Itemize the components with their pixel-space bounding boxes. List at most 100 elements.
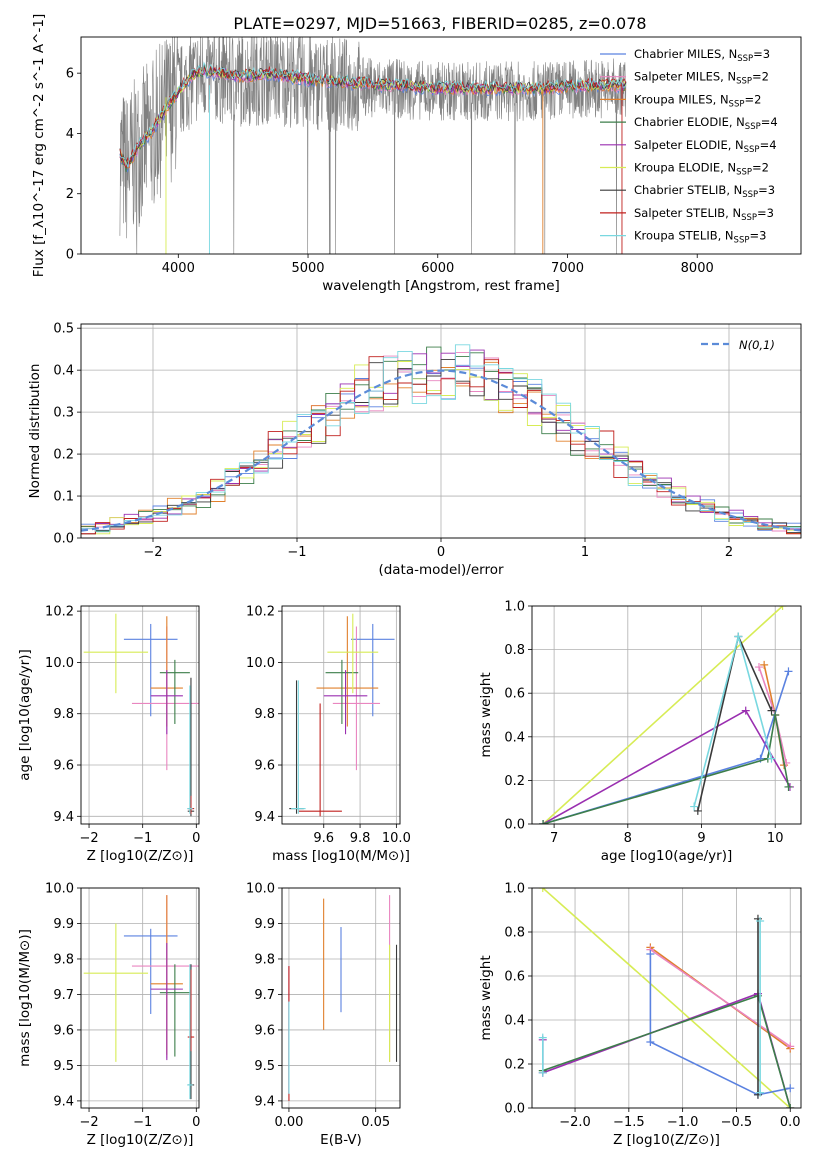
y-tick-label: 9.4 [53, 810, 74, 825]
weight-line [542, 671, 790, 824]
y-tick-label: 0.8 [504, 643, 525, 658]
weight-line [542, 888, 791, 1108]
legend-label: Kroupa ELODIE, NSSP=2 [634, 161, 769, 178]
mass-vs-ebv-panel: 0.00 0.05 9.4 9.5 9.6 9.7 9.8 9.9 10.0 E(B-V) [246, 882, 401, 1148]
age-vs-metallicity-panel: −2 −1 0 9.4 9.6 9.8 10.0 10.2 Z [log10(Z/Z⊙)] age… [17, 605, 200, 864]
weight-marker [693, 806, 702, 815]
y-axis-label: age [log10(age/yr)] [17, 649, 33, 781]
y-tick-label: 0.4 [504, 730, 525, 745]
weight-vs-metallicity-panel: −2.0 −1.5 −1.0 −0.5 0.0 0.0 0.2 0.4 0.6 0.8 1.0 Z [… [478, 882, 802, 1148]
weight-line [542, 709, 791, 824]
normal-legend-label: N(0,1) [739, 338, 775, 352]
observed-spectrum-line [119, 37, 627, 254]
x-tick-label: 0 [192, 831, 200, 846]
error-bars [289, 613, 395, 817]
weight-marker [786, 1084, 795, 1093]
y-tick-label: 10.2 [45, 605, 74, 620]
x-axis-label: Z [log10(Z/Z⊙)] [87, 1132, 194, 1148]
weight-vs-age-panel: 7 8 9 10 0.0 0.2 0.4 0.6 0.8 1.0 age [log10(age/yr… [478, 600, 802, 864]
x-tick-label: 8000 [681, 261, 714, 276]
y-axis-label: mass weight [478, 955, 494, 1040]
y-tick-label: 9.7 [254, 988, 275, 1003]
y-tick-label: 10.0 [45, 656, 74, 671]
x-axis-label: E(B-V) [320, 1132, 362, 1148]
legend-label: Chabrier MILES, NSSP=3 [634, 47, 770, 64]
x-tick-label: 0.00 [274, 1115, 303, 1130]
y-tick-label: 9.5 [53, 1059, 74, 1074]
x-tick-label: 5000 [291, 261, 324, 276]
error-bars [288, 895, 398, 1101]
x-tick-label: 9.8 [350, 831, 371, 846]
weight-marker [786, 1042, 795, 1051]
axes-frame [531, 605, 802, 825]
y-tick-label: 9.4 [53, 1094, 74, 1109]
x-tick-label: −1.0 [667, 1115, 699, 1130]
x-axis-label: (data-model)/error [378, 562, 504, 578]
weight-series [538, 888, 795, 1108]
y-tick-label: 10.2 [246, 605, 275, 620]
y-tick-label: 0.8 [504, 926, 525, 941]
weight-marker [778, 606, 787, 610]
y-tick-label: 9.8 [254, 707, 275, 722]
residual-histogram [81, 344, 801, 532]
x-tick-label: 1 [581, 545, 589, 560]
error-bars [83, 613, 199, 817]
y-tick-label: 9.4 [254, 1094, 275, 1109]
y-tick-label: 4 [66, 127, 74, 142]
weight-line [649, 954, 791, 1096]
weight-marker [539, 820, 548, 824]
legend-label: Salpeter STELIB, NSSP=3 [634, 206, 774, 223]
y-tick-label: 9.6 [254, 1023, 275, 1038]
residual-histogram [81, 356, 801, 535]
weight-line [697, 634, 773, 812]
histogram-group [81, 344, 801, 535]
x-tick-label: −0.5 [721, 1115, 753, 1130]
model-spectrum-line [119, 65, 627, 169]
y-tick-label: 9.4 [254, 810, 275, 825]
x-tick-label: 9 [697, 831, 705, 846]
x-tick-label: 10.0 [382, 831, 411, 846]
y-tick-label: 9.9 [254, 917, 275, 932]
y-tick-label: 0.6 [504, 970, 525, 985]
y-tick-label: 9.6 [53, 1023, 74, 1038]
weight-marker [646, 950, 655, 958]
weight-marker [784, 782, 793, 791]
y-tick-label: 9.8 [254, 952, 275, 967]
normal-curve [81, 369, 801, 532]
weight-marker [786, 1104, 795, 1108]
x-tick-label: −1 [133, 831, 152, 846]
y-tick-label: 10.0 [246, 882, 275, 897]
y-axis-label: mass [log10(M/M⊙)] [17, 929, 33, 1067]
legend-label: Salpeter ELODIE, NSSP=4 [634, 138, 777, 155]
weight-marker [754, 663, 763, 672]
weight-line [649, 948, 791, 1048]
axes-frame [80, 36, 802, 255]
axes-frame [531, 887, 802, 1109]
legend-label: Kroupa MILES, NSSP=2 [634, 92, 761, 109]
x-tick-label: 8 [624, 831, 632, 846]
y-axis-label: Flux [f_λ10^-17 erg cm^-2 s^-1 A^-1] [31, 14, 47, 277]
y-tick-label: 0 [66, 248, 74, 263]
age-vs-mass-panel: 9.6 9.8 10.0 9.4 9.6 9.8 10.0 10.2 mass [log10(M… [246, 605, 411, 864]
x-tick-label: 6000 [421, 261, 454, 276]
y-tick-label: 0.0 [53, 532, 74, 547]
x-tick-label: −2.0 [559, 1115, 591, 1130]
x-axis-label: Z [log10(Z/Z⊙)] [613, 1132, 720, 1148]
legend-label: Chabrier ELODIE, NSSP=4 [634, 115, 778, 132]
y-tick-label: 0.2 [53, 448, 74, 463]
spectrum-legend: Chabrier MILES, NSSP=3 Salpeter MILES, NS… [600, 47, 778, 246]
x-tick-label: −1 [133, 1115, 152, 1130]
spectrum-panel: 4000 5000 6000 7000 8000 0 2 4 6 wavelength [Angs… [31, 14, 802, 294]
x-tick-label: 7000 [551, 261, 584, 276]
axes-frame [80, 605, 200, 825]
y-tick-label: 9.9 [53, 917, 74, 932]
y-tick-label: 9.5 [254, 1059, 275, 1074]
x-tick-label: −1 [287, 545, 306, 560]
y-tick-label: 0.0 [504, 1102, 525, 1117]
y-tick-label: 6 [66, 67, 74, 82]
figure-title: PLATE=0297, MJD=51663, FIBERID=0285, z=0… [233, 14, 646, 33]
x-tick-label: −2 [143, 545, 162, 560]
x-axis-label: age [log10(age/yr)] [601, 848, 733, 864]
y-tick-label: 0.2 [504, 774, 525, 789]
